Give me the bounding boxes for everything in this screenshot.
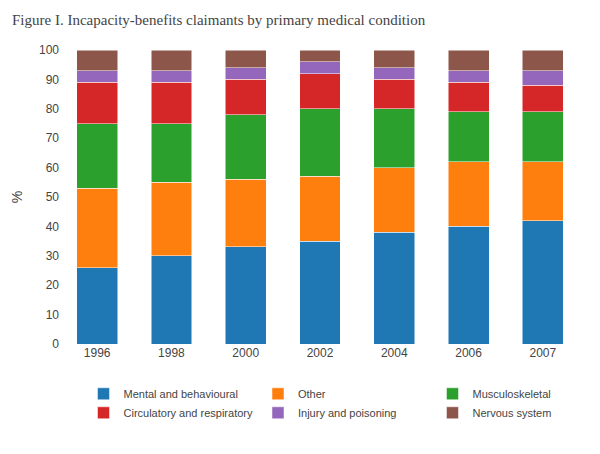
svg-text:Injury and poisoning: Injury and poisoning [298,407,396,419]
svg-text:2006: 2006 [455,346,482,360]
svg-text:60: 60 [46,161,60,175]
svg-text:20: 20 [46,278,60,292]
svg-text:%: % [9,191,25,203]
svg-text:Figure I. Incapacity-benefits: Figure I. Incapacity-benefits claimants … [12,12,426,28]
svg-text:10: 10 [46,308,60,322]
svg-text:70: 70 [46,131,60,145]
svg-text:2000: 2000 [232,346,259,360]
svg-text:2004: 2004 [381,346,408,360]
svg-text:Other: Other [298,388,326,400]
svg-text:Mental and behavioural: Mental and behavioural [124,388,238,400]
svg-text:1996: 1996 [84,346,111,360]
svg-text:40: 40 [46,220,60,234]
svg-text:100: 100 [39,43,59,57]
svg-text:1998: 1998 [158,346,185,360]
svg-text:90: 90 [46,73,60,87]
svg-text:Musculoskeletal: Musculoskeletal [472,388,550,400]
svg-text:2002: 2002 [307,346,334,360]
svg-text:50: 50 [46,190,60,204]
svg-text:2007: 2007 [530,346,557,360]
svg-text:Circulatory and respiratory: Circulatory and respiratory [124,407,253,419]
svg-text:80: 80 [46,102,60,116]
svg-text:30: 30 [46,249,60,263]
svg-text:Nervous system: Nervous system [472,407,551,419]
svg-text:0: 0 [52,337,59,351]
